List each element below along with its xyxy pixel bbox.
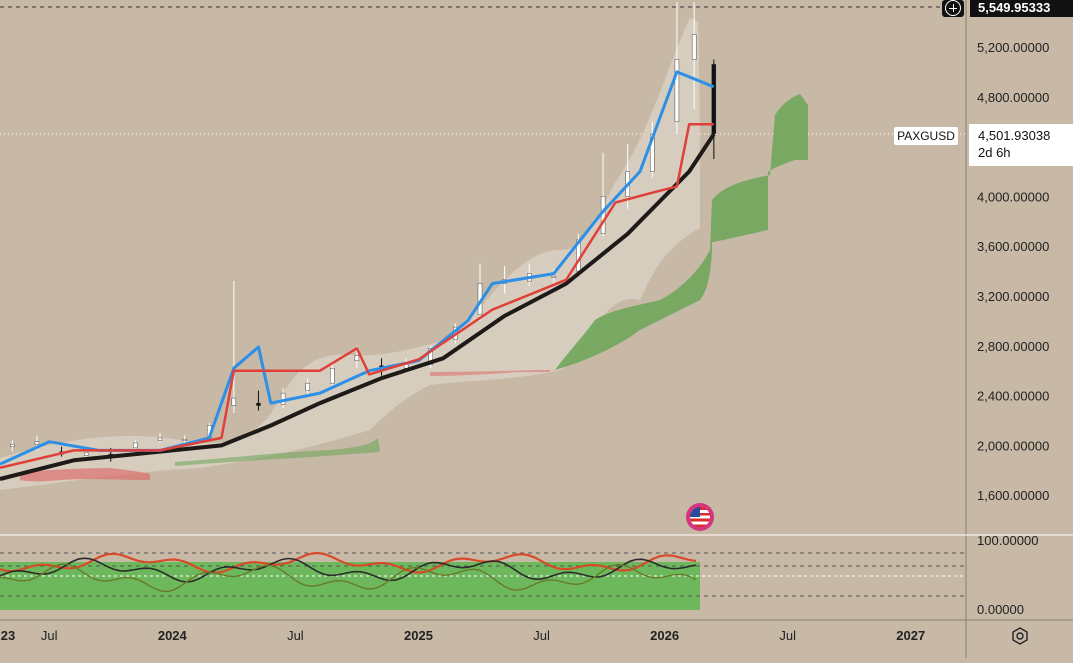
settings-gear-icon[interactable] xyxy=(1010,626,1030,646)
time-axis-label: Jul xyxy=(779,628,796,643)
plus-circle-icon[interactable] xyxy=(942,0,964,17)
time-axis-label: 2024 xyxy=(158,628,188,643)
oscillator-dark-line xyxy=(0,557,697,583)
candle[interactable] xyxy=(83,452,89,456)
candle-countdown: 2d 6h xyxy=(978,145,1011,160)
candle[interactable] xyxy=(711,64,717,135)
time-axis-ticks: 23 Jul 2024 Jul 2025 Jul 2026 Jul 2027 xyxy=(1,628,925,643)
candle[interactable] xyxy=(133,442,138,449)
price-axis-label: 5,200.00000 xyxy=(977,40,1049,55)
ichimoku-cloud-red-mid xyxy=(430,370,550,376)
trend-line-red xyxy=(0,122,714,470)
oscillator-olive-line xyxy=(0,563,697,593)
price-axis-label: 2,800.00000 xyxy=(977,339,1049,354)
oscillator-fill xyxy=(0,562,700,610)
price-axis-label: 1,600.00000 xyxy=(977,488,1049,503)
time-axis-label: Jul xyxy=(41,628,58,643)
candle[interactable] xyxy=(231,397,237,406)
oscillator-lines-group xyxy=(0,551,697,593)
ichimoku-cloud-green xyxy=(555,94,808,370)
price-axis-label: 2,000.00000 xyxy=(977,438,1049,453)
candle[interactable] xyxy=(305,382,310,391)
candle[interactable] xyxy=(330,368,335,384)
oscillator-axis-label: 0.00000 xyxy=(977,602,1024,617)
price-axis-ticks: 5,200.000004,800.000004,400.000004,000.0… xyxy=(977,40,1049,503)
candles-group xyxy=(10,2,717,462)
time-axis-label: 23 xyxy=(1,628,15,643)
time-axis-label: Jul xyxy=(287,628,304,643)
moving-average-black-line xyxy=(0,133,716,481)
candle[interactable] xyxy=(691,34,697,60)
candle[interactable] xyxy=(34,441,40,445)
oscillator-axis-ticks: 100.00000 0.00000 xyxy=(977,533,1038,617)
candle[interactable] xyxy=(256,402,261,406)
candle[interactable] xyxy=(10,443,15,447)
oscillator-axis-label: 100.00000 xyxy=(977,533,1038,548)
oscillator-red-line xyxy=(0,551,697,574)
candle[interactable] xyxy=(182,438,187,441)
ichimoku-cloud-green-left xyxy=(175,438,380,466)
time-axis-label: 2025 xyxy=(404,628,433,643)
price-axis-label: 3,200.00000 xyxy=(977,289,1049,304)
price-axis-label: 2,400.00000 xyxy=(977,389,1049,404)
price-axis-label: 4,000.00000 xyxy=(977,189,1049,204)
time-axis-label: Jul xyxy=(533,628,550,643)
time-axis-label: 2026 xyxy=(650,628,679,643)
candle[interactable] xyxy=(428,348,433,365)
candle[interactable] xyxy=(354,355,360,361)
ichimoku-cloud-red xyxy=(20,468,150,482)
price-axis-label: 3,600.00000 xyxy=(977,239,1049,254)
candle[interactable] xyxy=(157,437,163,441)
crosshair-price-label: 5,549.95333 xyxy=(970,0,1073,17)
lines-group xyxy=(0,70,716,481)
candle[interactable] xyxy=(674,59,680,122)
candle[interactable] xyxy=(551,275,557,278)
symbol-badge: PAXGUSD xyxy=(894,127,958,145)
bollinger-band xyxy=(0,18,700,490)
candle[interactable] xyxy=(280,392,286,405)
time-axis-label: 2027 xyxy=(896,628,925,643)
us-flag-icon[interactable] xyxy=(686,503,714,531)
price-axis-label: 4,800.00000 xyxy=(977,90,1049,105)
candle[interactable] xyxy=(403,364,409,369)
last-price-value: 4,501.93038 xyxy=(978,128,1051,143)
last-price-label: 4,501.93038 2d 6h xyxy=(969,124,1073,166)
